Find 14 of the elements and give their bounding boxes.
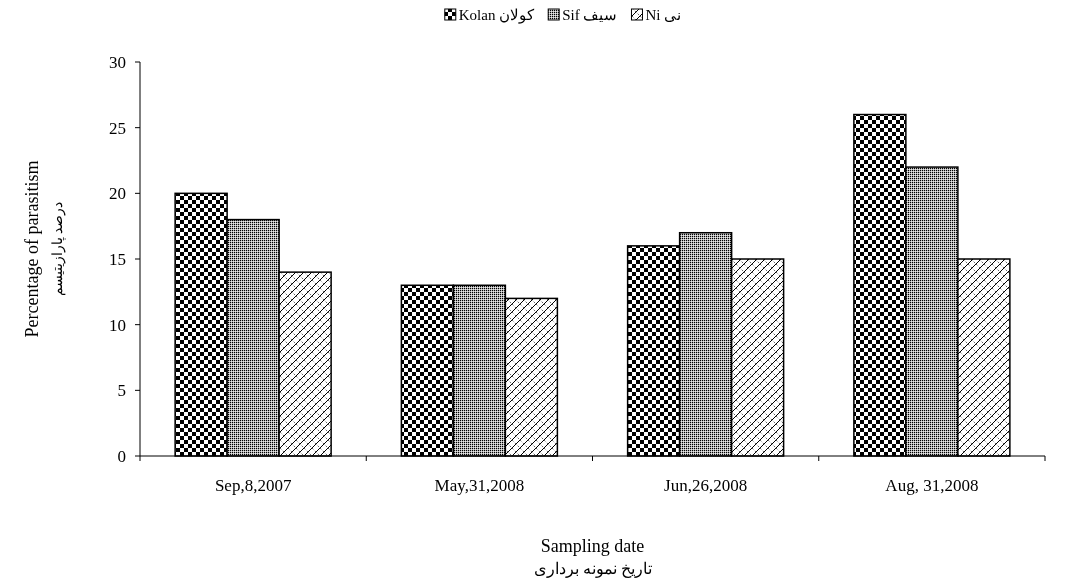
legend-label: Sif سیف: [562, 7, 618, 23]
y-tick-label: 5: [117, 381, 126, 401]
x-tick-label: Aug, 31,2008: [885, 476, 979, 495]
y-tick-label: 0: [117, 447, 126, 466]
y-tick-label: 25: [109, 118, 126, 138]
x-tick-label: Jun,26,2008: [664, 476, 748, 495]
legend-label: Ni نی: [645, 7, 682, 23]
y-tick-label: 20: [109, 184, 126, 204]
y-tick-label: 30: [109, 53, 126, 72]
y-tick-label: 10: [109, 315, 126, 335]
x-tick-label: Sep,8,2007: [214, 476, 292, 495]
legend-label: Kolan کولان: [458, 7, 536, 24]
y-tick-label: 15: [109, 250, 126, 269]
x-tick-label: May,31,2008: [434, 476, 525, 495]
